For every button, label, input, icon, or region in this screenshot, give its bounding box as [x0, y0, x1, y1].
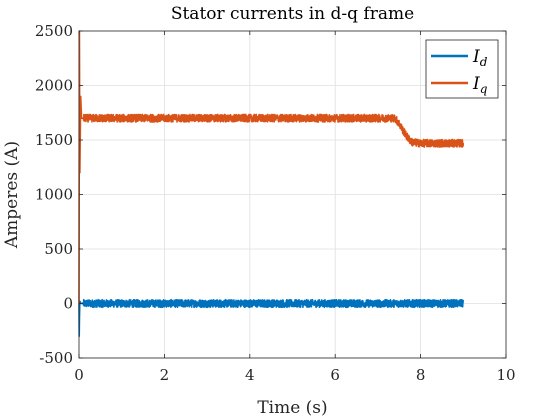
y-axis-label: Amperes (A)	[2, 141, 22, 249]
chart-title: Stator currents in d-q frame	[171, 4, 414, 24]
y-tick-label-2: 500	[44, 240, 73, 258]
x-tick-label-5: 10	[496, 366, 515, 384]
series-layer	[78, 30, 465, 337]
x-tick-label-2: 4	[245, 366, 255, 384]
y-tick-label-3: 1000	[35, 186, 73, 204]
y-tick-label-0: -500	[39, 349, 73, 367]
legend-label-q: Iq	[472, 74, 488, 96]
legend-label-d: Id	[472, 47, 488, 69]
y-tick-label-5: 2000	[35, 77, 73, 95]
y-tick-label-4: 1500	[35, 131, 73, 149]
y-tick-label-1: 0	[63, 295, 73, 313]
x-tick-label-0: 0	[74, 366, 84, 384]
series-line-q	[78, 30, 465, 304]
legend: Id Iq	[425, 39, 499, 99]
y-tick-label-6: 2500	[35, 22, 73, 40]
x-axis-label: Time (s)	[257, 398, 327, 418]
series-line-d	[78, 298, 465, 337]
legend-box	[425, 39, 499, 99]
x-tick-label-1: 2	[160, 366, 170, 384]
x-tick-label-3: 6	[330, 366, 340, 384]
x-tick-label-4: 8	[416, 366, 426, 384]
